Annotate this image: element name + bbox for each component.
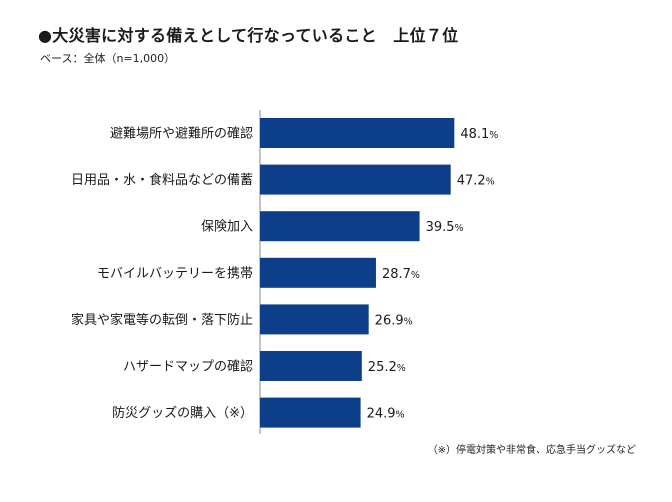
value-label: 39.5% [426, 220, 464, 235]
category-label: 家具や家電等の転倒・落下防止 [71, 312, 253, 328]
value-label: 47.2% [457, 174, 495, 189]
chart-title: ●大災害に対する備えとして行なっていること 上位７位 [38, 26, 459, 45]
category-label: ハザードマップの確認 [123, 359, 253, 375]
bar [260, 211, 420, 242]
category-label: モバイルバッテリーを携帯 [97, 265, 253, 281]
bar [260, 257, 376, 288]
value-label: 48.1% [460, 127, 498, 142]
category-label: 日用品・水・食料品などの備蓄 [71, 172, 253, 188]
chart-subtitle: ベース：全体（n=1,000） [40, 52, 176, 65]
bar [260, 118, 455, 148]
bar [260, 397, 361, 428]
bar [260, 164, 451, 195]
category-label: 防災グッズの購入（※） [112, 405, 253, 421]
category-label: 避難場所や避難所の確認 [110, 126, 253, 142]
value-label: 25.2% [368, 360, 406, 375]
bar [260, 304, 369, 335]
category-label: 保険加入 [201, 220, 253, 235]
value-label: 26.9% [375, 313, 413, 328]
chart-footnote: （※）停電対策や非常食、応急手当グッズなど [427, 445, 636, 456]
value-label: 28.7% [382, 267, 420, 282]
bar [260, 351, 362, 381]
value-label: 24.9% [367, 407, 405, 422]
